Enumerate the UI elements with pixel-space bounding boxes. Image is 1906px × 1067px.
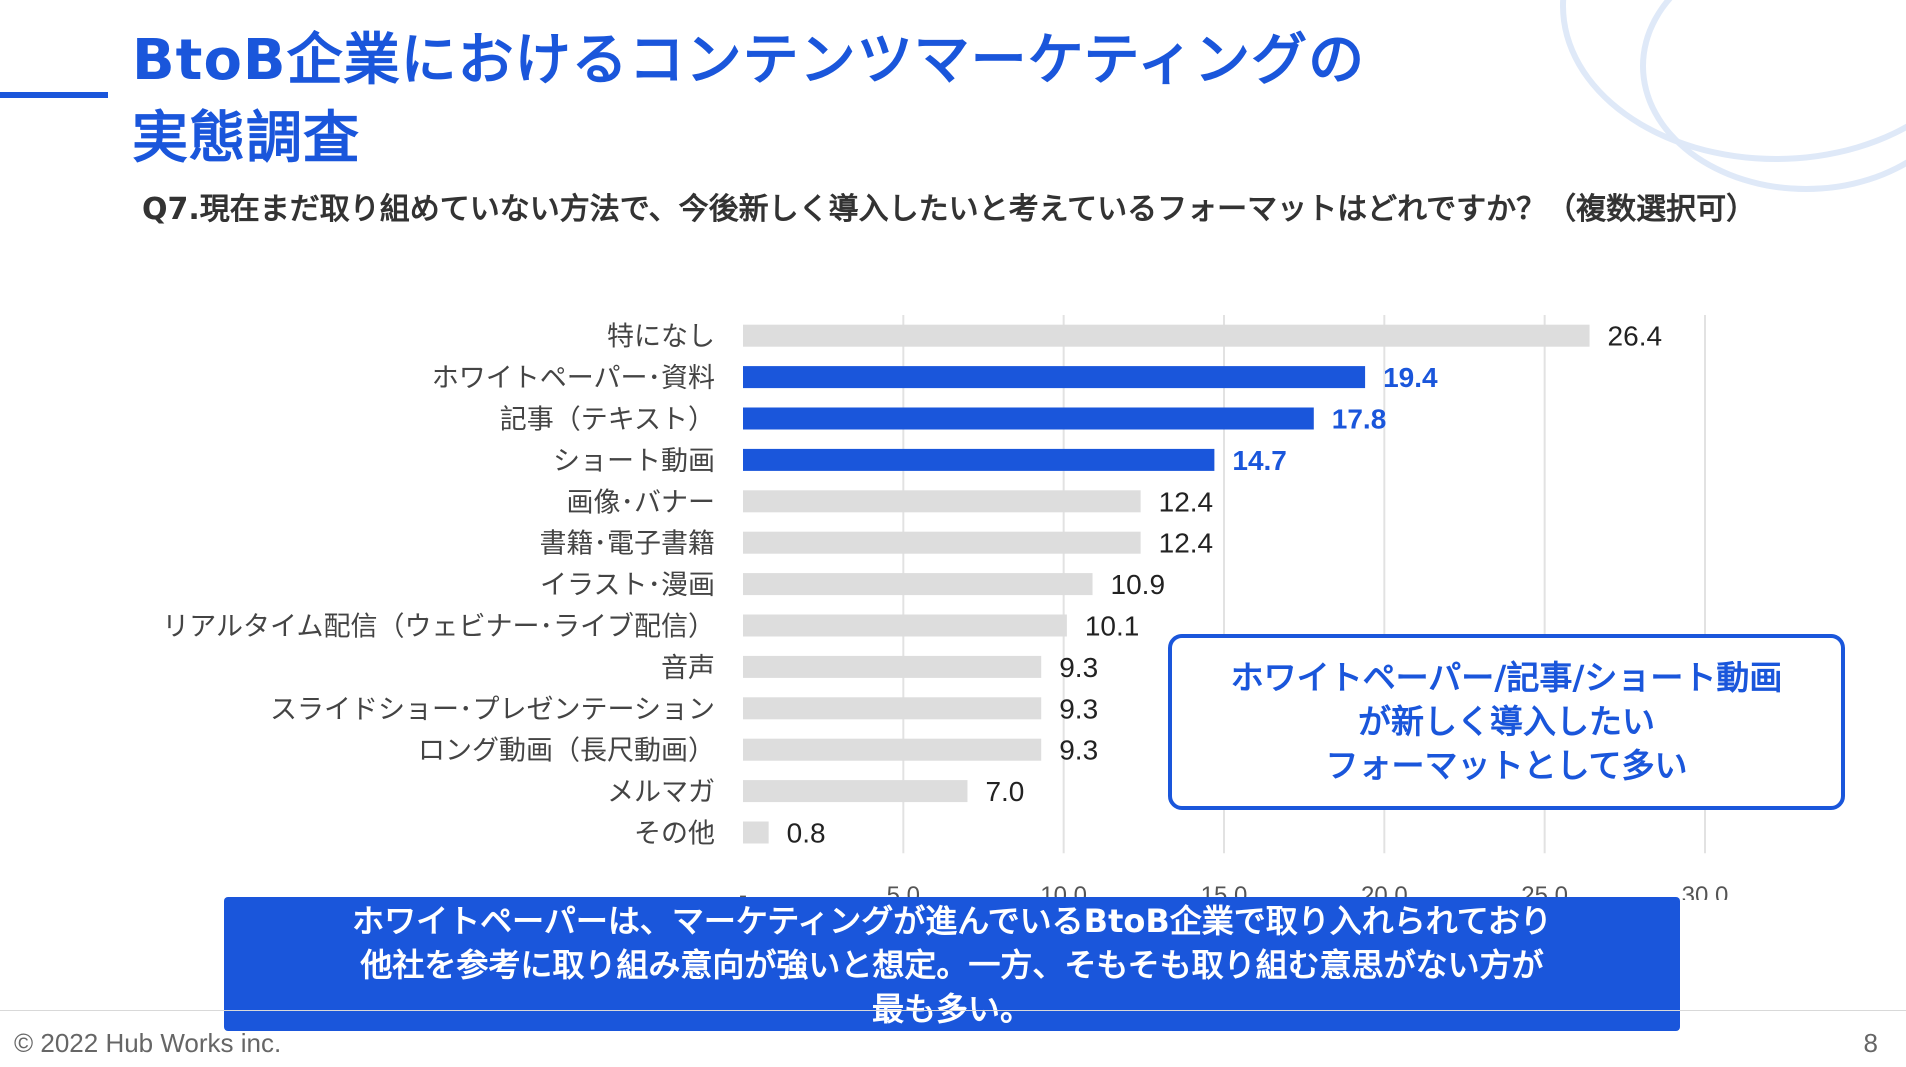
x-tick-label: 20.0: [1361, 882, 1408, 900]
data-label: 14.7: [1232, 445, 1287, 476]
category-label: 特になし: [607, 322, 715, 353]
bar-highlighted: [743, 407, 1314, 430]
data-label: 19.4: [1383, 362, 1438, 393]
category-label: その他: [634, 819, 715, 850]
data-label: 7.0: [985, 776, 1024, 807]
data-label: 9.3: [1059, 693, 1098, 724]
bar: [743, 655, 1042, 678]
data-label: 26.4: [1608, 321, 1663, 352]
survey-question: Q7.現在まだ取り組めていない方法で、今後新しく導入したいと考えているフォーマッ…: [142, 192, 1757, 227]
bar: [743, 738, 1042, 761]
x-tick-label: 30.0: [1682, 882, 1729, 900]
category-label: スライドショー･プレゼンテーション: [270, 694, 715, 725]
x-tick-label: 10.0: [1040, 882, 1087, 900]
x-tick-label: -: [739, 882, 747, 900]
data-label: 10.1: [1085, 611, 1140, 642]
decorative-circle-small: [1640, 0, 1906, 192]
category-label: 記事（テキスト）: [500, 405, 715, 436]
bar: [743, 697, 1042, 720]
bar: [743, 573, 1093, 596]
category-label: ホワイトペーパー･資料: [432, 363, 715, 394]
slide-title: BtoB企業におけるコンテンツマーケティングの 実態調査: [132, 28, 1366, 171]
bar-highlighted: [743, 448, 1215, 471]
category-label: 画像･バナー: [567, 487, 716, 518]
bar: [743, 490, 1141, 513]
bar: [743, 531, 1141, 554]
bar-highlighted: [743, 366, 1366, 389]
data-label: 17.8: [1332, 404, 1387, 435]
x-tick-label: 15.0: [1201, 882, 1248, 900]
bar: [743, 614, 1067, 637]
page-number: 8: [1863, 1028, 1878, 1058]
data-label: 12.4: [1159, 486, 1214, 517]
data-label: 12.4: [1159, 528, 1214, 559]
category-label: 書籍･電子書籍: [540, 529, 716, 560]
summary-banner: ホワイトペーパーは、マーケティングが進んでいるBtoB企業で取り入れられており …: [224, 897, 1680, 1031]
category-label: メルマガ: [607, 777, 715, 808]
bar-chart: - 5.0 10.0 15.0 20.0 25.0 30.0 特になし 26.4 ホワイトペーパー…: [162, 315, 1729, 900]
x-tick-label: 5.0: [887, 882, 920, 900]
bar: [743, 324, 1590, 347]
category-label: ロング動画（長尺動画）: [418, 736, 715, 767]
category-label: ショート動画: [553, 446, 715, 477]
category-label: リアルタイム配信（ウェビナー･ライブ配信）: [162, 612, 715, 643]
data-label: 9.3: [1059, 652, 1098, 683]
data-label: 0.8: [787, 818, 826, 849]
footer-divider: [0, 1010, 1906, 1011]
data-label: 9.3: [1059, 735, 1098, 766]
copyright: © 2022 Hub Works inc.: [14, 1028, 282, 1058]
category-label: イラスト･漫画: [540, 570, 715, 601]
category-label: 音声: [661, 653, 715, 684]
data-label: 10.9: [1111, 569, 1166, 600]
bar: [743, 821, 769, 844]
callout-box: ホワイトペーパー/記事/ショート動画 が新しく導入したい フォーマットとして多い: [1168, 634, 1845, 810]
title-accent-line: [0, 92, 108, 98]
bar: [743, 780, 968, 803]
x-tick-label: 25.0: [1521, 882, 1568, 900]
